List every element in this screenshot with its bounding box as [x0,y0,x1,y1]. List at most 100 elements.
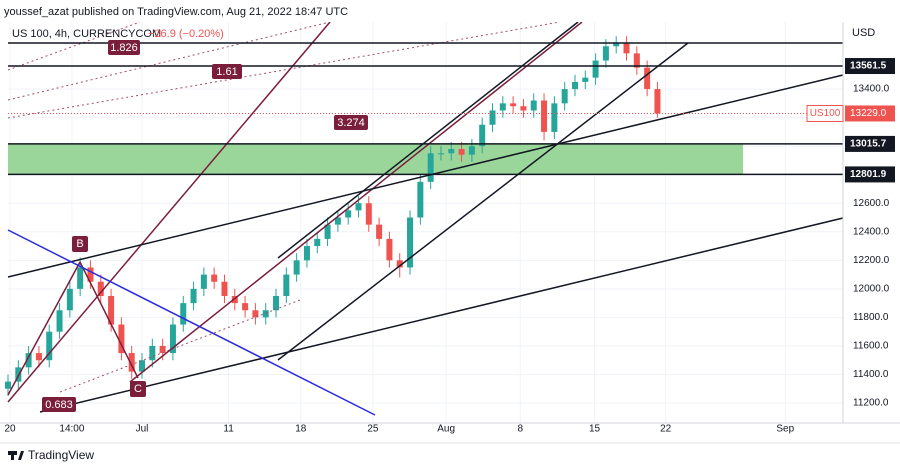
candle-body [551,103,558,132]
annotation: 1.826 [110,42,138,54]
candle-body [427,153,434,182]
grid [8,22,843,423]
trend-line [39,217,844,413]
logo-mark [11,451,14,460]
footer-brand: TradingView [28,448,94,462]
candle-body [262,310,269,318]
candle-body [530,100,537,111]
candle-body [5,381,11,389]
symbol-tag-label: US100 [810,108,841,119]
candle-body [365,203,372,225]
y-tick-label: 11600.0 [853,341,889,352]
candle-body [87,267,94,282]
candle-body [602,46,609,61]
y-tick-label: 13400.0 [853,84,890,95]
level-tag [845,166,895,183]
channel-line [7,21,331,403]
candle-body [541,100,548,132]
candle-body [252,310,259,318]
level-tag [845,58,895,75]
candle-body [407,217,414,268]
y-tick-label: 11200.0 [853,398,889,409]
candle-body [211,274,218,282]
annotation-box [130,381,146,397]
y-tick-label: 12600.0 [853,198,890,209]
annotation-box [334,115,368,130]
candle-body [376,224,383,239]
trend-line [7,74,844,278]
candle-body [128,353,135,372]
x-tick-label: Sep [776,424,794,435]
candle-body [77,267,84,289]
change: −26.9 (−0.20%) [148,28,224,40]
x-tick-label: 11 [223,424,234,435]
level-label: 12801.9 [850,169,887,180]
annotations: 1.826 1.61 3.274 0.683 B C [42,40,368,412]
candle-body [489,110,496,125]
fib-line [7,21,561,119]
candle-body [448,149,455,154]
candles [5,36,661,396]
symbol-tag [806,104,844,122]
x-tick-label: 25 [367,424,379,435]
candle-body [561,89,568,104]
candle-body [273,295,280,311]
zone [8,143,744,175]
candle-body [613,43,620,47]
candle-body [355,203,362,211]
candle-body [303,246,310,261]
x-tick-label: 22 [660,424,672,435]
annotation-box [72,236,88,252]
candle-body [334,217,341,225]
candle-body [520,106,527,111]
candle-body [479,124,486,147]
candle-body [149,345,156,361]
candle-body [644,67,651,90]
level-tag [845,135,895,152]
candle-body [200,274,207,289]
candle-body [582,77,589,82]
candle-body [159,345,166,354]
last-price-label: 13229.0 [850,108,887,119]
candle-body [221,281,228,296]
candle-body [242,303,249,311]
channel-line [129,21,583,383]
symbol: US 100, 4h, CURRENCYCOM [12,28,161,40]
level-label: 13015.7 [850,139,887,150]
annotation: B [76,238,83,250]
candle-body [66,288,73,311]
candle-body [654,89,661,114]
drawings [7,21,844,416]
candle-body [293,260,300,275]
annotation: 3.274 [337,117,365,129]
candle-body [468,146,475,155]
annotation-box [212,64,242,79]
candle-body [108,295,115,325]
x-tick-label: 8 [518,424,524,435]
annotation: 0.683 [45,399,73,411]
candle-body [118,324,125,354]
levels [8,65,843,176]
candle-body [180,303,187,325]
x-tick-label: Aug [437,424,455,435]
wave-line [79,261,139,379]
publisher: youssef_azat published on TradingView.co… [4,6,348,18]
wave-line [7,261,81,396]
candle-body [97,281,104,296]
x-tick-label: 14:00 [59,424,84,435]
candle-body [458,149,465,155]
candle-body [190,288,197,304]
candle-body [169,324,176,354]
y-tick-label: 12000.0 [853,283,890,294]
x-tick-label: 20 [4,424,16,435]
axis-labels: 11200.0 11400.0 11600.0 11800.0 12000.0 12200… [4,58,895,435]
y-tick-label: 12400.0 [853,226,890,237]
candle-body [417,181,424,218]
trend-line-blue [7,229,376,416]
y-tick-label: 11400.0 [853,369,889,380]
candle-body [499,103,506,111]
candle-body [314,238,321,247]
candle-body [283,274,290,296]
